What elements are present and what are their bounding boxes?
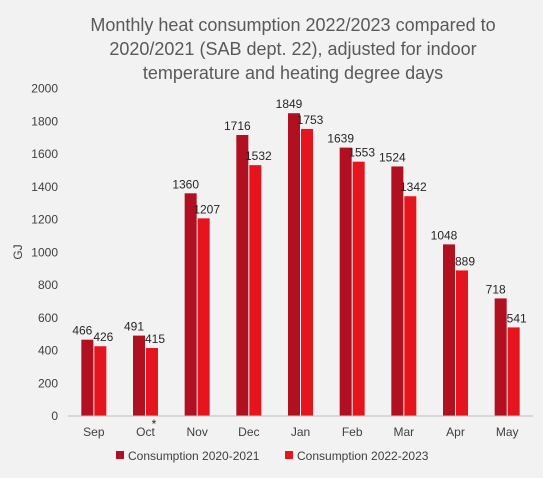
x-tick-label-oct: Oct [136, 425, 155, 439]
y-tick-label: 400 [38, 344, 58, 358]
bar-2020-2021-apr [443, 244, 455, 416]
data-label: 415 [145, 332, 165, 346]
chart-title-line-2: 2020/2021 (SAB dept. 22), adjusted for i… [109, 39, 476, 59]
bar-2020-2021-oct [133, 335, 145, 416]
x-tick-label-may: May [496, 425, 519, 439]
data-label: 1753 [297, 113, 324, 127]
chart-title: Monthly heat consumption 2022/2023 compa… [90, 15, 495, 83]
y-tick-label: 800 [38, 278, 58, 292]
y-tick-label: 1200 [31, 213, 58, 227]
x-tick-label-apr: Apr [446, 425, 465, 439]
bar-2022-2023-nov [197, 218, 210, 416]
bar-2022-2023-dec [249, 165, 262, 416]
data-label: 466 [72, 324, 92, 338]
x-tick-label-jan: Jan [291, 425, 310, 439]
x-tick-label-sep: Sep [83, 425, 105, 439]
x-axis-ticks: Sep Oct Nov Dec Jan Feb Mar Apr May [83, 425, 518, 439]
bar-2020-2021-jan [288, 113, 300, 416]
y-tick-label: 1800 [31, 114, 58, 128]
x-tick-label-feb: Feb [342, 425, 363, 439]
bars-group [81, 113, 520, 417]
data-label: 1048 [431, 228, 458, 242]
chart-title-line-3: temperature and heating degree days [143, 63, 443, 83]
bar-2020-2021-sep [81, 339, 94, 416]
bar-2022-2023-feb [352, 161, 365, 416]
data-label: 718 [486, 282, 506, 296]
y-tick-label: 2000 [31, 82, 58, 96]
bar-2022-2023-oct [146, 348, 158, 416]
bar-2020-2021-dec [236, 135, 249, 416]
y-tick-label: 1000 [31, 245, 58, 259]
data-label: 889 [455, 254, 475, 268]
data-label: 491 [124, 320, 144, 334]
y-axis-ticks: 0 200 400 600 800 1000 1200 1400 1600 1800 2000 [31, 82, 58, 424]
data-label: 1553 [348, 146, 375, 160]
chart-title-line-1: Monthly heat consumption 2022/2023 compa… [90, 15, 495, 35]
data-label: 426 [93, 330, 113, 344]
bar-2022-2023-jan [301, 128, 313, 417]
y-tick-label: 200 [38, 376, 58, 390]
bar-2020-2021-nov [184, 193, 197, 416]
data-label: 1360 [172, 177, 199, 191]
legend-swatch-2020-2021 [116, 451, 124, 459]
legend: Consumption 2020-2021 Consumption 2022-2… [116, 449, 429, 463]
y-tick-label: 600 [38, 311, 58, 325]
data-label: 1639 [327, 132, 354, 146]
y-tick-label: 1400 [31, 180, 58, 194]
legend-label-2020-2021: Consumption 2020-2021 [128, 449, 260, 463]
bar-2020-2021-mar [391, 166, 404, 416]
y-tick-label: 1600 [31, 147, 58, 161]
bar-2022-2023-mar [404, 196, 417, 416]
legend-swatch-2022-2023 [285, 451, 293, 459]
bar-2022-2023-apr [456, 270, 468, 416]
data-label: 1342 [400, 180, 427, 194]
data-label: 541 [507, 311, 527, 325]
x-tick-label-mar: Mar [393, 425, 414, 439]
data-label: 1532 [245, 149, 272, 163]
data-label: 1207 [193, 202, 220, 216]
bar-2020-2021-may [494, 298, 507, 416]
bar-2022-2023-sep [94, 346, 107, 416]
bar-2022-2023-may [507, 327, 520, 416]
annotation-asterisk: * [152, 417, 157, 431]
x-tick-label-dec: Dec [238, 425, 259, 439]
y-tick-label: 0 [51, 409, 58, 423]
legend-label-2022-2023: Consumption 2022-2023 [297, 449, 429, 463]
x-tick-label-nov: Nov [186, 425, 207, 439]
y-axis-label: GJ [11, 244, 25, 259]
data-label: 1849 [276, 97, 303, 111]
data-label: 1524 [379, 150, 406, 164]
data-label: 1716 [224, 119, 251, 133]
bar-2020-2021-feb [339, 147, 352, 416]
